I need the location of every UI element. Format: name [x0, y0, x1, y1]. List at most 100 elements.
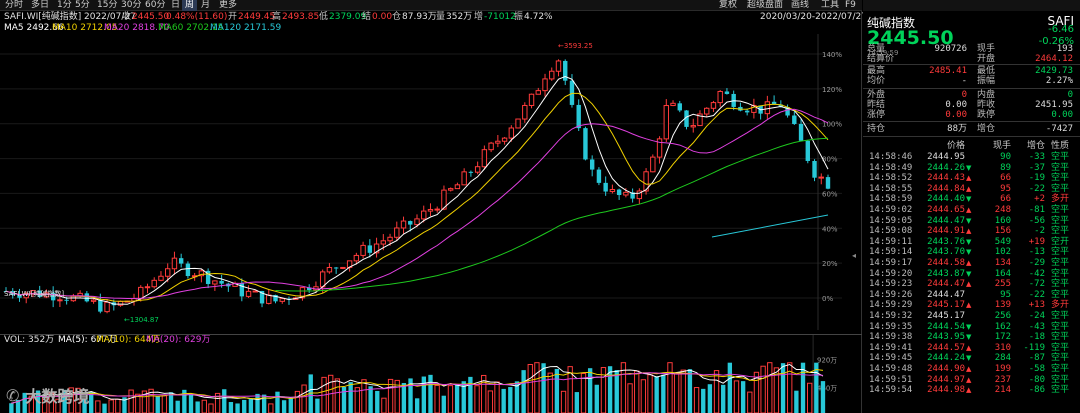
- instrument-name: 纯碱指数: [867, 16, 916, 30]
- candle-body: [656, 138, 663, 158]
- volume-bar: [574, 392, 580, 413]
- trade-row[interactable]: 14:59:02 2444.65 ▲ 248 -81 空平: [863, 205, 1080, 215]
- period-tab[interactable]: 多日: [31, 0, 50, 10]
- period-tab[interactable]: 更多: [219, 0, 238, 10]
- trade-row[interactable]: 14:59:17 2444.58 ▲ 134 -29 空平: [863, 258, 1080, 268]
- quote-label: 现手: [977, 44, 996, 54]
- volume-bar: [102, 403, 107, 413]
- volume-bar: [22, 392, 27, 413]
- volume-bar: [15, 399, 21, 413]
- header-price: 价格: [946, 141, 965, 151]
- trade-volume: 134: [994, 258, 1011, 268]
- candle-body: [744, 110, 750, 113]
- trade-row[interactable]: 14:59:20 2443.87 ▼ 164 -42 空平: [863, 269, 1080, 279]
- volume-bar: [501, 388, 506, 413]
- trade-nature: 空平: [1051, 321, 1070, 332]
- period-tab[interactable]: 月: [201, 0, 211, 10]
- amp-label: 振: [514, 12, 524, 22]
- watermark-logo: ✆ 大数跨境: [6, 383, 89, 407]
- period-tab[interactable]: 分时: [5, 0, 24, 10]
- kline-info-bar: SAFI.WI[纯碱指数] 2022/07/27 收 2445.50 0.48%…: [0, 11, 900, 23]
- trade-row[interactable]: 14:59:35 2444.54 ▼ 162 -43 空平: [863, 322, 1080, 332]
- trade-row[interactable]: 14:59:38 2443.95 ▼ 172 -18 空平: [863, 332, 1080, 342]
- trade-row[interactable]: 14:59:23 2444.47 ▲ 255 -72 空平: [863, 279, 1080, 289]
- trade-row[interactable]: 14:58:55 2444.84 ▲ 95 -22 空平: [863, 184, 1080, 194]
- volume-bar: [89, 392, 94, 413]
- candle-body: [245, 290, 252, 297]
- trade-row[interactable]: 14:59:54 2444.98 ▲ 214 -86 空平: [863, 385, 1080, 395]
- trade-price: 2444.26: [927, 162, 965, 173]
- vol-ma-line: [11, 368, 824, 404]
- pct-tick-label: 140%: [822, 51, 842, 59]
- period-tab[interactable]: 5分: [75, 0, 90, 10]
- down-arrow-icon: ▼: [966, 216, 972, 225]
- trade-row[interactable]: 14:59:08 2444.91 ▲ 156 -2 空平: [863, 226, 1080, 236]
- trade-row[interactable]: 14:59:14 2443.70 ▼ 102 -13 空平: [863, 247, 1080, 257]
- ma20-label: MA20 2818.70: [104, 23, 170, 33]
- high-label: 高: [272, 12, 282, 22]
- kline-chart[interactable]: 140% 120% 100% 80% 60% 40% 20% 0% SAFI.WI[纯碱指数] ←…: [0, 34, 862, 330]
- volume-bar: [494, 381, 500, 413]
- bar-date: 2022/07/27: [84, 12, 136, 22]
- trade-row[interactable]: 14:59:32 2445.17 256 -24 空平: [863, 311, 1080, 321]
- trade-volume: 284: [994, 353, 1011, 364]
- candle-body: [185, 263, 191, 277]
- trade-row[interactable]: 14:59:29 2445.17 ▲ 139 +13 多开: [863, 300, 1080, 310]
- collapse-arrow-icon[interactable]: ◂: [852, 251, 856, 260]
- volume-chart[interactable]: 920万 460万: [0, 334, 862, 413]
- trade-row[interactable]: 14:58:46 2444.95 90 -33 空平: [863, 152, 1080, 162]
- trade-inc: -81: [1028, 205, 1045, 215]
- trade-row[interactable]: 14:58:59 2444.40 ▼ 66 +2 多开: [863, 194, 1080, 204]
- volume-bar: [487, 390, 494, 413]
- candle-body: [266, 294, 272, 304]
- candle-body: [488, 142, 494, 151]
- candle-body: [380, 240, 387, 245]
- candle-body: [778, 104, 784, 108]
- volume-bar: [68, 387, 74, 413]
- candle-body: [825, 177, 831, 189]
- down-arrow-icon: ▼: [966, 237, 972, 246]
- vol-label-text: VOL: 352万: [4, 335, 55, 345]
- trade-row[interactable]: 14:59:05 2444.47 ▼ 160 -56 空平: [863, 216, 1080, 226]
- trade-row[interactable]: 14:59:48 2444.90 ▲ 199 -58 空平: [863, 364, 1080, 374]
- trade-row[interactable]: 14:59:45 2444.24 ▼ 284 -87 空平: [863, 353, 1080, 363]
- period-tab[interactable]: 日: [171, 0, 181, 10]
- trade-row[interactable]: 14:59:26 2444.47 95 -22 空平: [863, 290, 1080, 300]
- period-tab[interactable]: 30分: [121, 0, 142, 10]
- up-arrow-icon: ▲: [966, 375, 972, 384]
- high-marker: ←3593.25: [558, 42, 593, 50]
- candle-body: [630, 192, 635, 199]
- up-arrow-icon: ▲: [966, 174, 972, 183]
- period-tab[interactable]: 1分: [57, 0, 72, 10]
- trade-row[interactable]: 14:58:52 2444.43 ▲ 66 -19 空平: [863, 173, 1080, 183]
- candle-body: [98, 300, 103, 312]
- volume-bar: [208, 403, 214, 413]
- period-tab[interactable]: 15分: [97, 0, 118, 10]
- trade-row[interactable]: 14:59:11 2443.76 ▼ 549 +19 空开: [863, 237, 1080, 247]
- toolbar-button[interactable]: 画线: [791, 0, 810, 10]
- quote-label: 最低: [977, 66, 996, 76]
- volume-bar: [654, 376, 659, 413]
- candle-body: [23, 293, 29, 299]
- trade-inc: -86: [1028, 385, 1045, 396]
- candle-body: [17, 295, 22, 298]
- volume-bar: [361, 379, 367, 413]
- candle-body: [468, 171, 474, 173]
- period-tab[interactable]: 60分: [145, 0, 166, 10]
- candle-body: [535, 90, 541, 95]
- toolbar-button[interactable]: 超级盘面: [747, 0, 784, 10]
- ma120-label: MA120 2171.59: [210, 23, 282, 33]
- period-tab[interactable]: 周: [182, 0, 198, 11]
- trade-price: 2444.65: [927, 205, 965, 215]
- trade-row[interactable]: 14:59:51 2444.97 ▲ 237 -80 空平: [863, 375, 1080, 385]
- candle-body: [785, 107, 790, 116]
- trade-price: 2444.90: [927, 364, 965, 374]
- toolbar-button[interactable]: F9: [845, 0, 856, 10]
- trade-price: 2444.47: [927, 289, 965, 300]
- volume-bar: [62, 389, 67, 413]
- candle-body: [400, 220, 407, 229]
- toolbar-button[interactable]: 工具: [821, 0, 840, 10]
- toolbar-button[interactable]: 复权: [719, 0, 738, 10]
- trade-row[interactable]: 14:59:41 2444.57 ▲ 310 -119 空平: [863, 343, 1080, 353]
- trade-row[interactable]: 14:58:49 2444.26 ▼ 89 -37 空平: [863, 163, 1080, 173]
